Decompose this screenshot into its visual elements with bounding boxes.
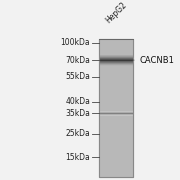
Bar <box>99 61 133 62</box>
Bar <box>99 39 133 177</box>
Bar <box>99 39 133 177</box>
Bar <box>99 112 133 113</box>
Bar <box>99 55 133 56</box>
Text: 25kDa: 25kDa <box>66 129 90 138</box>
Bar <box>99 65 133 66</box>
Bar <box>99 112 133 113</box>
Bar <box>99 113 133 114</box>
Bar <box>99 113 133 114</box>
Bar <box>99 111 133 112</box>
Bar <box>99 39 133 177</box>
Text: 15kDa: 15kDa <box>66 153 90 162</box>
Bar <box>99 60 133 61</box>
Bar <box>99 111 133 112</box>
Bar <box>99 114 133 115</box>
Bar <box>99 64 133 65</box>
Bar <box>99 58 133 59</box>
Bar <box>99 64 133 65</box>
Bar <box>99 63 133 64</box>
Text: 55kDa: 55kDa <box>65 72 90 81</box>
Bar <box>99 115 133 116</box>
Bar <box>99 114 133 115</box>
Bar <box>99 57 133 58</box>
Text: 70kDa: 70kDa <box>65 56 90 65</box>
Bar <box>99 65 133 66</box>
Bar <box>99 57 133 58</box>
Text: HepG2: HepG2 <box>103 0 128 25</box>
Text: 100kDa: 100kDa <box>61 38 90 47</box>
Bar <box>99 62 133 63</box>
Text: 35kDa: 35kDa <box>65 109 90 118</box>
Bar <box>99 55 133 56</box>
Bar <box>99 63 133 64</box>
Bar <box>99 58 133 59</box>
Text: 40kDa: 40kDa <box>65 97 90 106</box>
Bar <box>99 115 133 116</box>
Bar <box>99 59 133 60</box>
Text: CACNB1: CACNB1 <box>133 56 174 65</box>
Bar <box>99 56 133 57</box>
